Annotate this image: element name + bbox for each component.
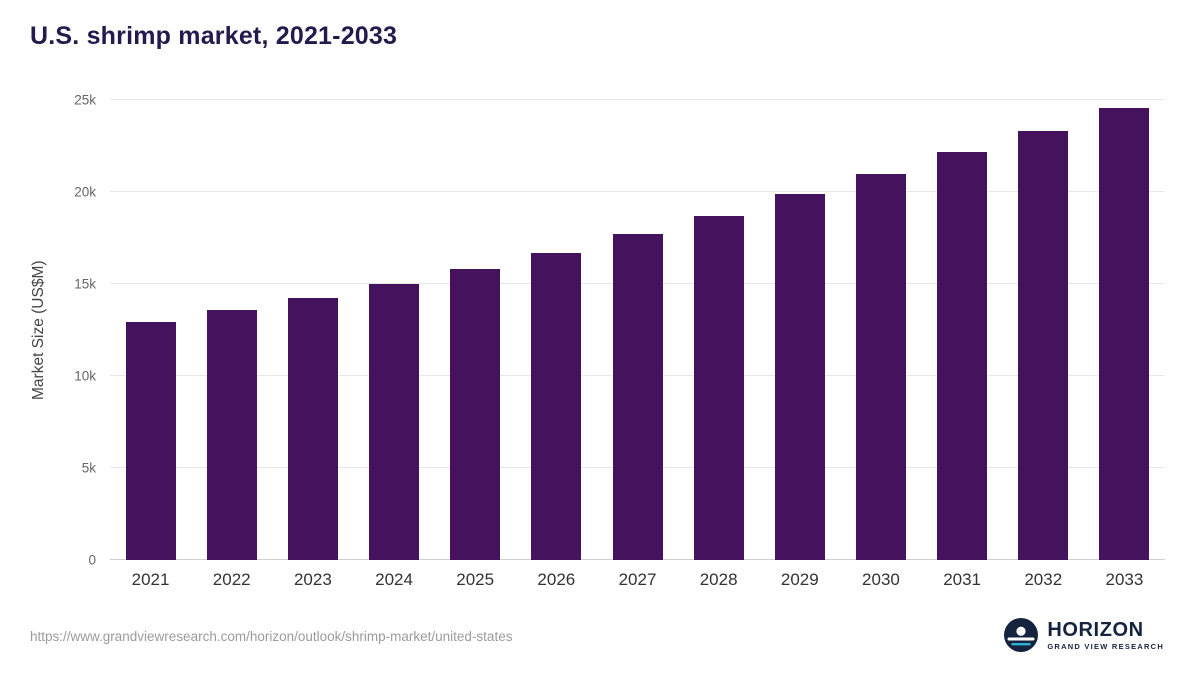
gridline-20k [110,191,1165,192]
x-tick-label-2023: 2023 [293,570,332,589]
x-tick-label-2022: 2022 [212,570,251,589]
bar-2023[interactable] [287,297,338,560]
x-axis-tick-labels: 2021 2022 2023 2024 2025 2026 2027 2028 2029 2030… [110,570,1165,596]
brand-subtitle: GRAND VIEW RESEARCH [1047,641,1164,651]
x-tick-label-2021: 2021 [131,570,170,589]
x-tick-label-2032: 2032 [1024,570,1063,589]
bar-2030[interactable] [855,173,906,560]
bar-2022[interactable] [206,309,257,560]
chart-title: U.S. shrimp market, 2021-2033 [30,22,398,50]
x-tick-label-2029: 2029 [780,570,819,589]
brand-name: HORIZON [1047,618,1144,641]
y-axis-title: Market Size (US$M) [30,260,47,400]
x-tick-label-2024: 2024 [375,570,413,589]
horizon-logo-icon [1004,618,1039,652]
x-tick-label-2033: 2033 [1105,570,1144,589]
bar-2032[interactable] [1018,131,1069,560]
source-url: https://www.grandviewresearch.com/horizo… [30,629,513,644]
bar-2025[interactable] [450,269,501,560]
gridline-25k [110,99,1165,100]
x-tick-label-2027: 2027 [618,570,657,589]
bar-2024[interactable] [369,284,420,560]
bar-2031[interactable] [937,151,988,560]
x-tick-label-2026: 2026 [537,570,576,589]
bar-2021[interactable] [125,321,176,560]
x-tick-label-2031: 2031 [943,570,982,589]
y-tick-label-20k: 20k [74,184,96,200]
y-tick-label-15k: 15k [74,276,96,292]
brand-logo-text: HORIZON GRAND VIEW RESEARCH [1047,620,1164,651]
y-tick-label-0: 0 [88,552,96,568]
x-tick-label-2030: 2030 [862,570,900,589]
bar-2028[interactable] [693,215,744,560]
y-tick-label-10k: 10k [74,368,96,384]
bar-2029[interactable] [774,193,825,560]
bar-2027[interactable] [612,234,663,560]
x-tick-label-2025: 2025 [456,570,495,589]
y-tick-label-25k: 25k [74,92,96,108]
bar-2026[interactable] [531,252,582,560]
bar-2033[interactable] [1099,108,1150,560]
y-tick-label-5k: 5k [81,460,96,476]
x-tick-label-2028: 2028 [699,570,738,589]
plot-area: 0 5k 10k 15k 20k 25k [74,93,1165,568]
brand-logo: HORIZON GRAND VIEW RESEARCH [1004,618,1164,652]
